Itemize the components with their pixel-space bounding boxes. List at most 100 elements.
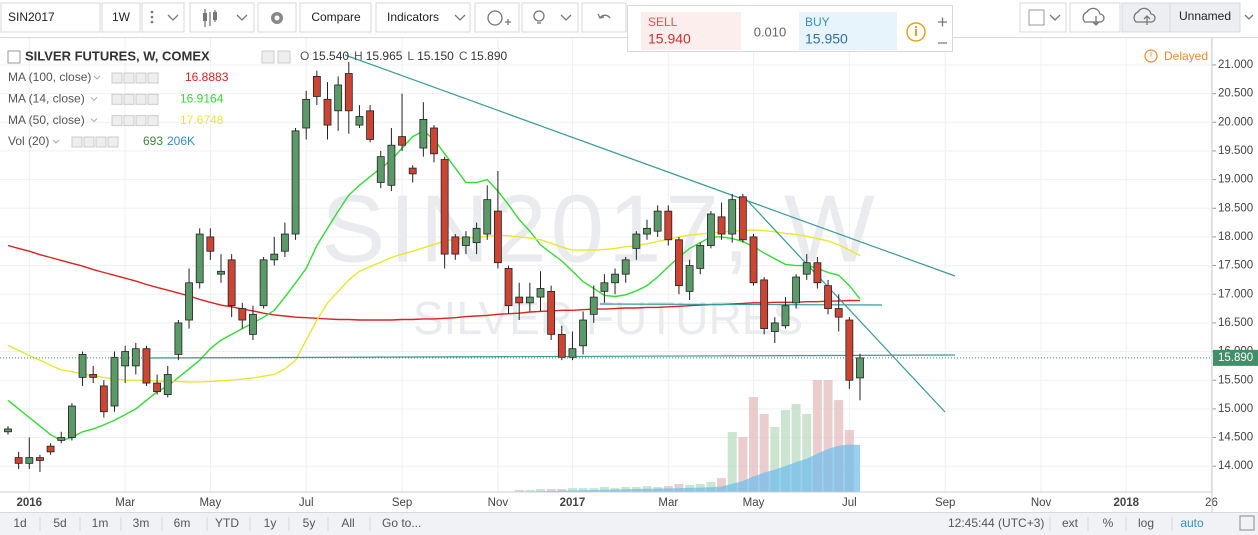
bottom-bar (0, 512, 1258, 535)
range-button[interactable]: 1d (13, 516, 26, 530)
legend-button[interactable] (83, 136, 95, 148)
legend-button[interactable] (277, 50, 291, 64)
chart-style-button[interactable] (189, 2, 255, 33)
range-button[interactable]: 5d (53, 516, 66, 530)
scale-option[interactable]: % (1103, 516, 1114, 530)
x-tick-label: Sep (392, 497, 412, 509)
range-button[interactable]: 3m (133, 516, 150, 530)
goto-button[interactable]: Go to... (382, 516, 421, 530)
candle-body (334, 84, 343, 112)
legend-button[interactable] (135, 115, 147, 127)
compare-button[interactable] (299, 2, 372, 33)
interval-menu[interactable] (141, 2, 185, 33)
trend-line[interactable] (344, 54, 956, 277)
range-button[interactable]: YTD (215, 516, 239, 530)
range-button[interactable]: All (341, 516, 354, 530)
legend-button[interactable] (111, 72, 123, 84)
candle-body (270, 253, 279, 261)
candle-body (185, 282, 193, 321)
y-tick-label: 15.500 (1218, 374, 1253, 386)
candle-body (227, 259, 236, 307)
last-price-label: 15.890 (1218, 352, 1253, 364)
alert-button[interactable] (474, 2, 520, 33)
candle-body (440, 159, 449, 255)
volume-bar (780, 410, 790, 492)
y-tick-label: 21.000 (1218, 59, 1253, 71)
delayed: Delayed (1164, 49, 1208, 63)
legend-button[interactable] (147, 115, 159, 127)
legend-button[interactable] (147, 72, 159, 84)
legend-button[interactable] (123, 93, 135, 105)
legend-button[interactable] (135, 72, 147, 84)
volume-bar (578, 488, 588, 492)
legend-value: 693 (143, 134, 163, 148)
idea-button[interactable] (521, 2, 579, 33)
scale-option[interactable]: ext (1062, 516, 1079, 530)
scale-option[interactable]: auto (1180, 516, 1204, 530)
candle-body (579, 319, 587, 347)
candle-body (344, 73, 353, 112)
candle-body (675, 239, 683, 287)
y-tick-label: 19.500 (1218, 145, 1253, 157)
candle-body (419, 118, 428, 149)
indicators-button[interactable] (375, 2, 471, 33)
load-button[interactable] (1069, 2, 1121, 33)
legend-name: MA (14, close) (8, 91, 85, 105)
buy-button[interactable] (799, 12, 897, 50)
candle-body (78, 354, 87, 378)
legend-button[interactable] (95, 136, 107, 148)
info-icon[interactable] (906, 22, 926, 42)
legend-name: Vol (20) (8, 134, 49, 148)
legend-button[interactable] (123, 72, 135, 84)
trade-widget: SELL 15.940 0.010 BUY 15.950 (627, 5, 953, 52)
legend-button[interactable] (111, 93, 123, 105)
legend-button[interactable] (123, 115, 135, 127)
candle-body (536, 288, 545, 298)
trend-line[interactable] (599, 303, 883, 306)
candle-body (749, 236, 758, 284)
legend-button[interactable] (71, 136, 83, 148)
ohlc-key: C (459, 49, 468, 63)
layout-button[interactable] (1169, 2, 1241, 33)
symbol-search[interactable] (0, 2, 101, 33)
candle-body (547, 290, 556, 335)
widget-controls[interactable] (938, 17, 947, 44)
candle-body (845, 319, 854, 381)
candle-body (493, 210, 502, 264)
volume-bar (791, 403, 801, 492)
scale-option[interactable]: log (1138, 516, 1154, 530)
x-tick-label: Sep (935, 497, 955, 509)
range-button[interactable]: 5y (303, 516, 316, 530)
y-tick-label: 19.000 (1218, 174, 1253, 186)
trend-line[interactable] (149, 354, 956, 359)
candle-body (621, 259, 630, 275)
candle-body (302, 98, 311, 129)
legend-button[interactable] (135, 93, 147, 105)
interval-button[interactable] (101, 2, 141, 33)
legend-button[interactable] (261, 50, 275, 64)
x-tick-label: Jul (299, 497, 314, 509)
legend-button[interactable] (147, 93, 159, 105)
volume-bar (823, 380, 833, 492)
legend: SILVER FUTURES, W, COMEX O 15.540 H 15.965 L… (7, 48, 508, 148)
candle-body (696, 245, 705, 269)
candle-body (653, 210, 662, 232)
legend-dropdown (93, 75, 101, 80)
y-tick-label: 14.500 (1218, 432, 1253, 444)
range-button[interactable]: 6m (174, 516, 191, 530)
legend-button[interactable] (107, 136, 119, 148)
y-tick-label: 18.500 (1218, 202, 1253, 214)
legend-button[interactable] (111, 115, 123, 127)
volume-bar (717, 478, 727, 492)
legend-value: 206K (167, 134, 195, 148)
volume-bar (514, 489, 524, 492)
sell-button[interactable] (641, 12, 741, 50)
candle-body (121, 351, 130, 367)
candle-body (781, 305, 790, 327)
layout-name: Unnamed (1179, 9, 1231, 23)
volume-bar (599, 486, 609, 492)
settings-button[interactable] (1239, 515, 1255, 531)
range-button[interactable]: 1y (264, 516, 277, 530)
legend-name: MA (100, close) (8, 70, 91, 84)
range-button[interactable]: 1m (92, 516, 109, 530)
